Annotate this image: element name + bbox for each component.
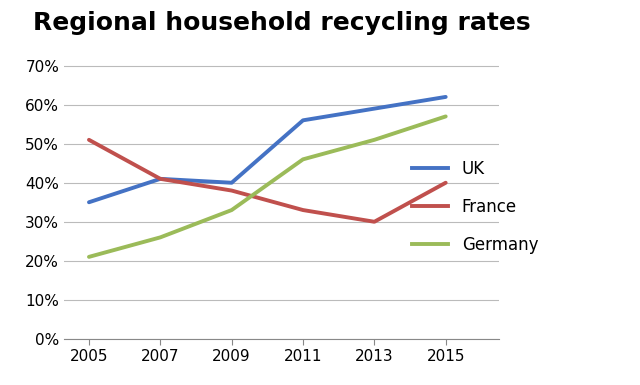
UK xyxy=(228,181,236,185)
UK xyxy=(442,95,449,99)
Line: UK: UK xyxy=(89,97,445,202)
Germany xyxy=(371,137,378,142)
Line: France: France xyxy=(89,140,445,222)
France xyxy=(228,188,236,193)
France xyxy=(85,137,93,142)
UK xyxy=(299,118,307,123)
Germany xyxy=(85,254,93,259)
Germany xyxy=(156,235,164,240)
UK xyxy=(371,106,378,111)
Title: Regional household recycling rates: Regional household recycling rates xyxy=(33,10,531,35)
France xyxy=(371,219,378,224)
UK xyxy=(156,177,164,181)
UK xyxy=(85,200,93,204)
Germany xyxy=(228,208,236,213)
Line: Germany: Germany xyxy=(89,116,445,257)
Legend: UK, France, Germany: UK, France, Germany xyxy=(412,160,538,254)
France xyxy=(442,181,449,185)
Germany xyxy=(442,114,449,119)
Germany xyxy=(299,157,307,162)
France xyxy=(156,177,164,181)
France xyxy=(299,208,307,213)
